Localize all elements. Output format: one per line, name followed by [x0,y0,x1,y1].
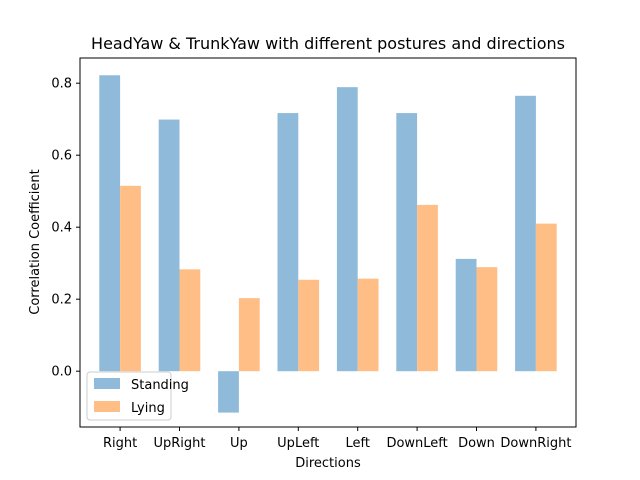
x-tick-label-down: Down [458,436,495,451]
bar-lying-upright [179,269,201,372]
y-tick-label: 0.8 [51,77,72,92]
bar-standing-right [99,75,121,372]
legend-label-standing: Standing [131,378,189,393]
bar-lying-upleft [298,279,320,372]
x-axis: Right UpRight Up UpLeft Left DownLeft Down Down… [103,427,571,451]
bar-standing-downright [515,95,536,372]
legend: Standing Lying [86,371,189,421]
chart-title: HeadYaw & TrunkYaw with different postur… [91,34,565,53]
legend-swatch-standing [94,378,120,389]
bar-standing-upleft [277,113,299,372]
x-tick-label-left: Left [345,436,369,451]
bar-lying-downright [535,223,557,372]
bar-standing-downleft [396,113,418,372]
legend-swatch-lying [94,401,120,412]
bar-standing-down [455,258,477,372]
y-axis-label: Correlation Coefficient [28,169,43,315]
plot-marks [99,75,557,413]
bar-lying-right [120,185,141,372]
bar-standing-upright [158,119,180,372]
legend-label-lying: Lying [131,401,165,416]
bar-lying-downleft [417,204,438,372]
bar-lying-down [476,267,498,372]
x-axis-label: Directions [295,456,361,471]
x-tick-label-downright: DownRight [500,436,571,451]
bar-standing-up [218,371,239,413]
x-tick-label-up: Up [230,436,248,451]
y-tick-label: 0.6 [51,149,72,164]
y-tick-label: 0.0 [51,365,72,380]
plot-frame [79,57,577,428]
bar-lying-left [357,278,379,372]
x-tick-label-upright: UpRight [153,436,205,451]
x-tick-label-downleft: DownLeft [386,436,447,451]
x-tick-label-right: Right [103,436,137,451]
y-tick-label: 0.4 [51,221,72,236]
bar-lying-up [238,298,260,372]
bar-standing-left [336,87,358,372]
y-axis: 0.0 0.2 0.4 0.6 0.8 [51,77,80,380]
y-tick-label: 0.2 [51,293,72,308]
x-tick-label-upleft: UpLeft [277,436,319,451]
